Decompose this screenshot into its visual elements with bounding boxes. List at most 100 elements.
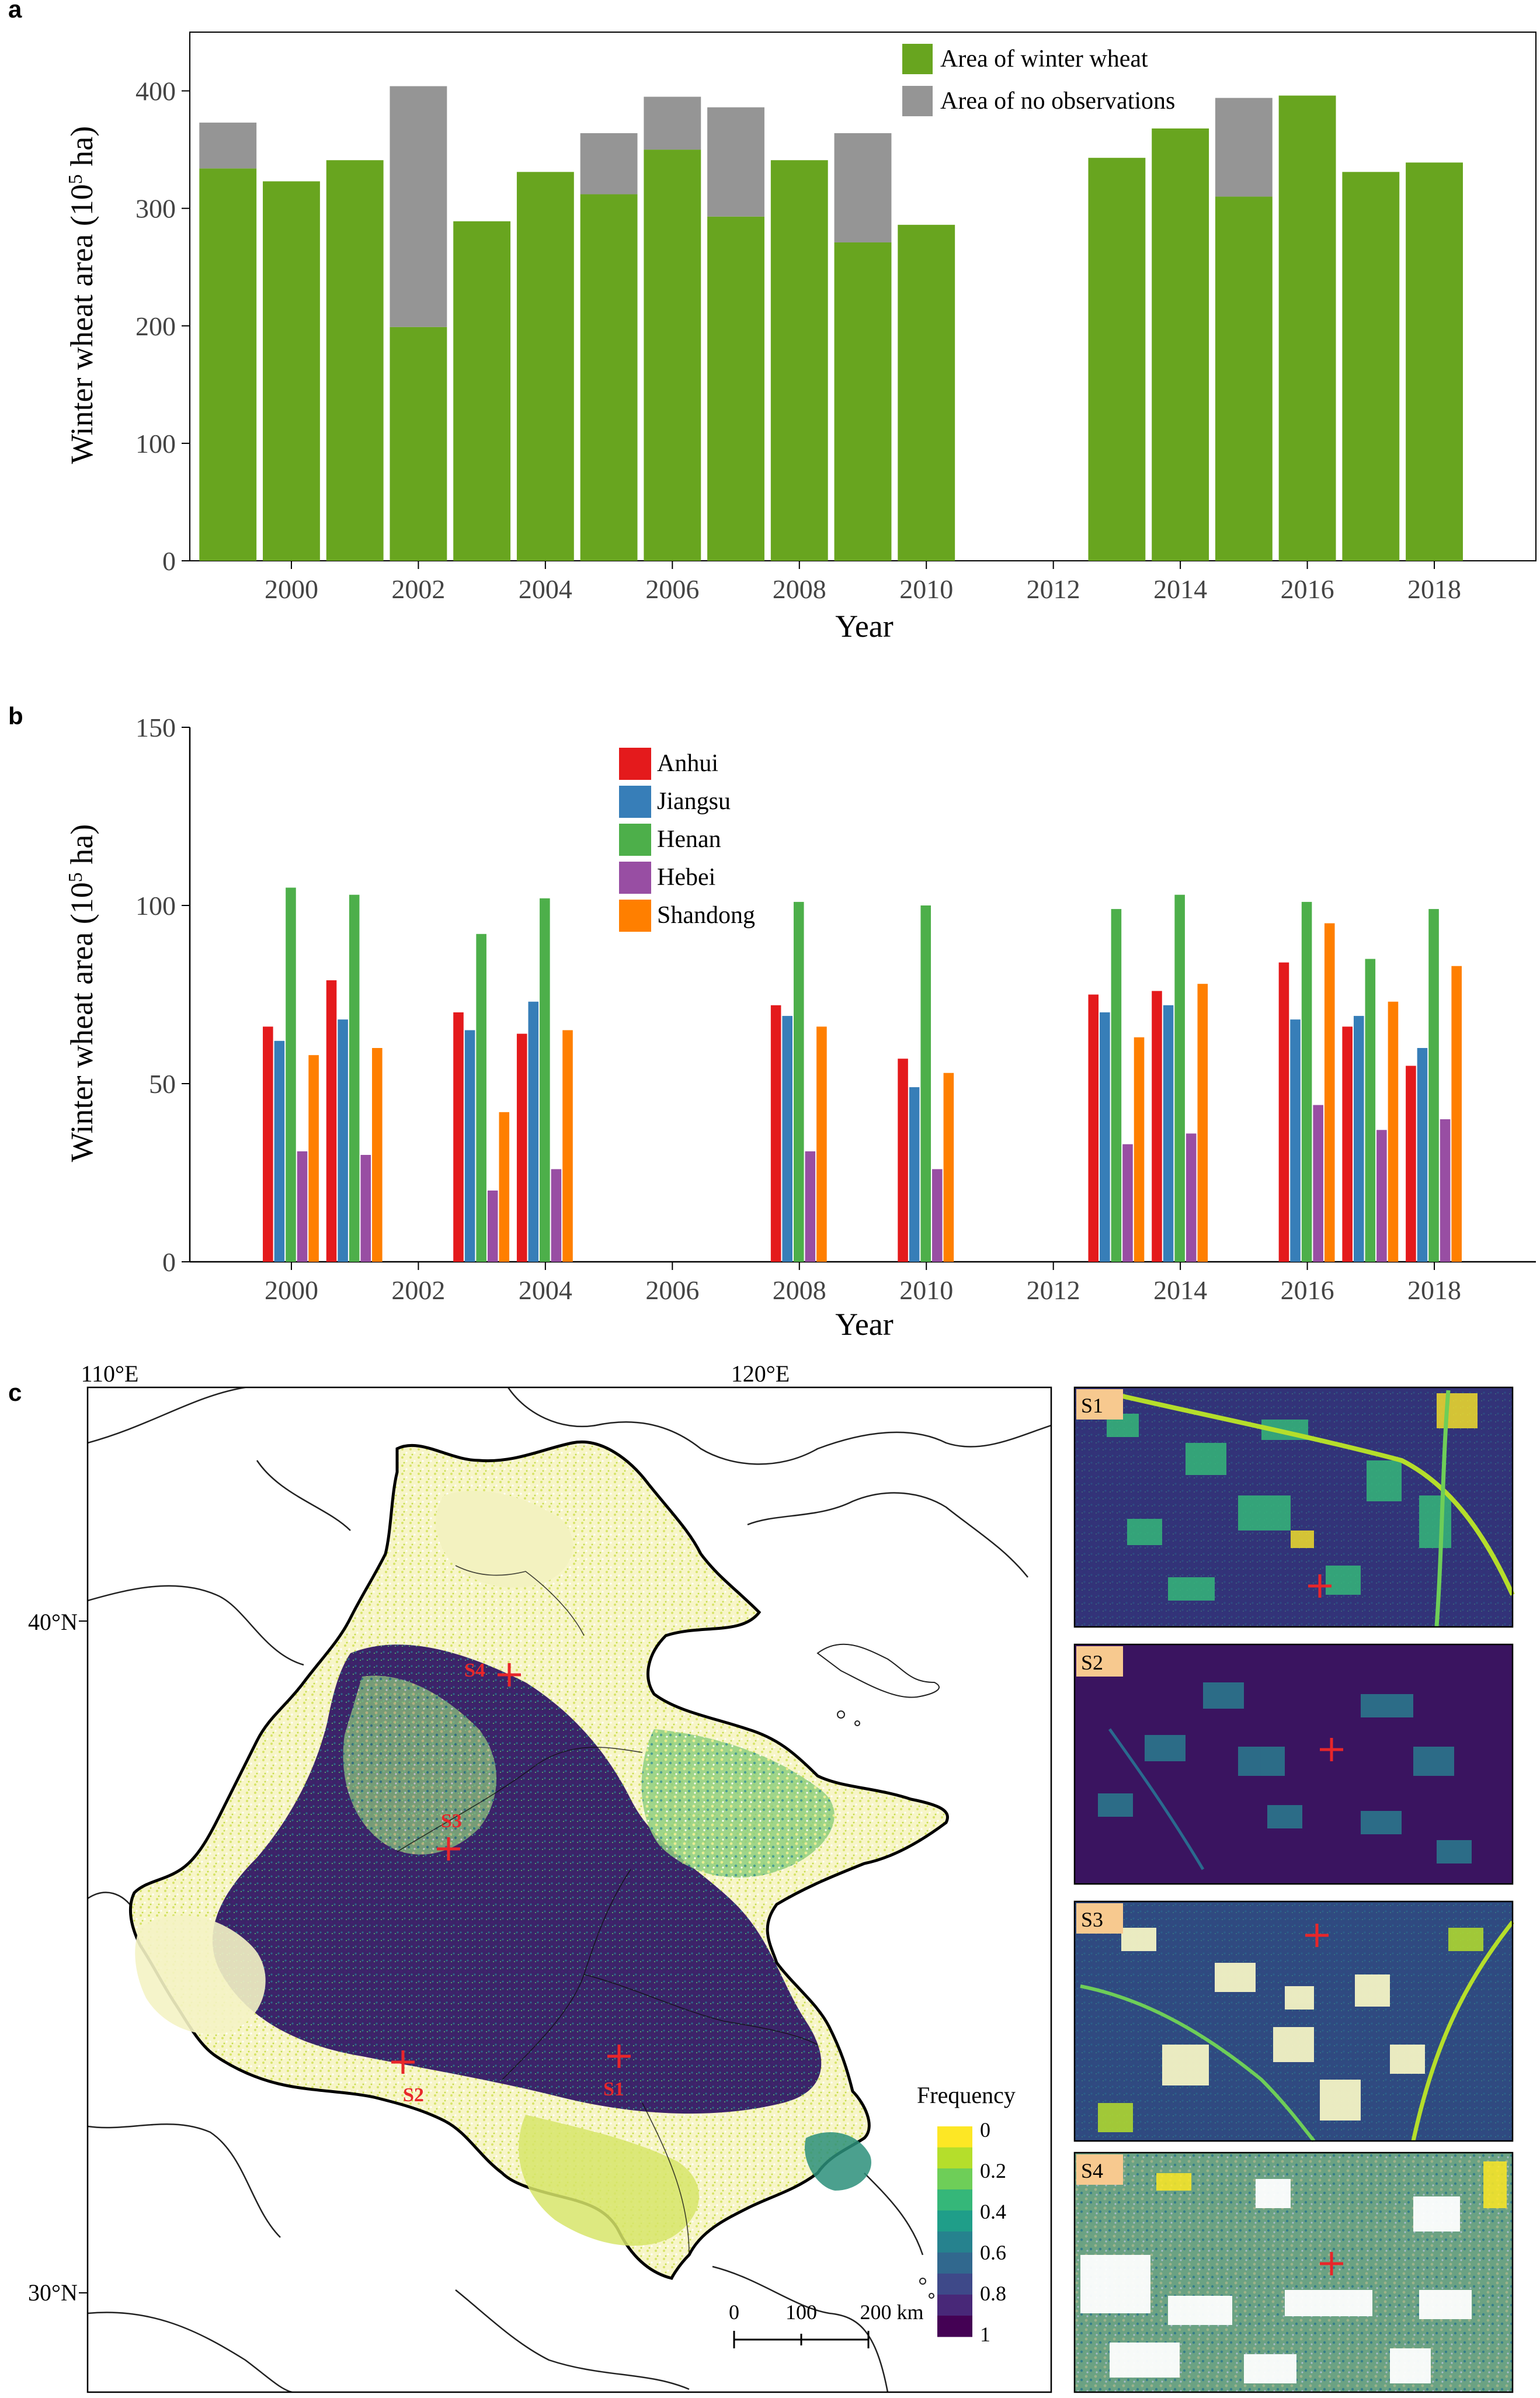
site-labels: S1 S2 S3 S4 [403, 1660, 624, 2106]
inset-s2-road [1108, 1728, 1205, 1870]
bar-hebei-2017 [1376, 1130, 1387, 1262]
field-patch [1326, 1566, 1361, 1595]
x-tick-label: 2012 [1027, 1275, 1080, 1305]
field-patch [1080, 2255, 1150, 2313]
site-marker-s3 [437, 1837, 460, 1861]
bar-wheat-2008 [770, 160, 828, 561]
y-tick-label: 400 [135, 77, 176, 106]
field-patch [1203, 1682, 1244, 1709]
bar-henan-2000 [286, 887, 296, 1262]
legend-swatch-hebei [619, 862, 651, 894]
inset-s1-label-box [1076, 1389, 1123, 1420]
low-frequency-area [135, 1915, 266, 2034]
x-tick-label: 2012 [1027, 574, 1080, 604]
panel-a-x-axis: 2000 2002 2004 2006 2008 2010 2012 2014 2016 2018 [265, 561, 1461, 604]
bar-jiangsu-2003 [464, 1030, 475, 1262]
inset-s3-marker [1305, 1924, 1329, 1947]
bar-no-observations-2005 [580, 133, 638, 195]
field-patch [1419, 1495, 1451, 1548]
colorbar-segment [937, 2232, 972, 2253]
frequency-label-0.2: 0.2 [980, 2159, 1006, 2182]
province-outline [256, 1460, 351, 1531]
inset-s1-frame [1073, 1386, 1514, 1628]
frequency-label-1: 1 [980, 2323, 990, 2346]
low-frequency-area [519, 2115, 700, 2246]
field-patch [1413, 1747, 1454, 1776]
province-outline [507, 1387, 1051, 1465]
bar-shandong-2004 [562, 1030, 573, 1262]
bar-wheat-2016 [1278, 95, 1336, 561]
bar-anhui-2016 [1278, 962, 1289, 1262]
bar-hebei-2010 [932, 1169, 943, 1262]
y-tick-label: 100 [135, 891, 176, 921]
colorbar-segment [937, 2126, 972, 2148]
panel-a-letter: a [8, 0, 22, 23]
x-tick-label: 2010 [899, 1275, 953, 1305]
colorbar-segment [937, 2168, 972, 2190]
bar-wheat-2018 [1406, 162, 1463, 561]
island [816, 1643, 940, 1698]
field-patch [1145, 1735, 1186, 1761]
internal-boundary [397, 1747, 643, 1852]
x-tick-label: 2016 [1281, 574, 1334, 604]
legend-label-henan: Henan [657, 826, 721, 853]
colorbar-segment [937, 2147, 972, 2169]
bar-hebei-2018 [1440, 1119, 1451, 1262]
panel-b-bars [263, 887, 1462, 1262]
bar-shandong-2016 [1324, 923, 1335, 1262]
inset-s3-label-box [1076, 1903, 1123, 1934]
province-outline [455, 2289, 690, 2390]
field-patch [1361, 1694, 1413, 1717]
x-tick-label: 2004 [519, 574, 572, 604]
field-patch [1156, 2173, 1191, 2191]
field-patch [1437, 1840, 1472, 1863]
bar-hebei-2001 [360, 1155, 371, 1262]
bar-anhui-2003 [453, 1012, 464, 1262]
y-tick-label: 150 [135, 713, 176, 742]
bar-shandong-2008 [816, 1026, 827, 1262]
internal-boundary [642, 2102, 690, 2255]
field-patch [1413, 2196, 1460, 2232]
bar-hebei-2000 [297, 1151, 308, 1262]
legend-label-shandong: Shandong [657, 902, 755, 929]
bar-henan-2016 [1301, 901, 1312, 1262]
field-patch [1355, 1974, 1390, 2007]
inset-s3-fields [1121, 1928, 1425, 2121]
inset-s3-edges [1098, 1928, 1483, 2132]
site-marker-s4 [498, 1663, 521, 1686]
inset-s2-fields [1098, 1682, 1472, 1863]
site-marker-s2 [391, 2050, 415, 2074]
bar-wheat-2002 [390, 327, 447, 561]
legend-swatch-anhui [619, 748, 651, 780]
bar-anhui-2004 [516, 1033, 527, 1262]
scale-label-0: 0 [729, 2300, 739, 2324]
bar-anhui-2014 [1152, 991, 1162, 1262]
bar-no-observations-1999 [199, 122, 257, 169]
field-patch [1448, 1928, 1483, 1951]
bar-shandong-2013 [1134, 1037, 1145, 1262]
lon-label-120: 120°E [731, 1361, 790, 1387]
bar-hebei-2014 [1186, 1133, 1197, 1262]
bar-anhui-2000 [263, 1026, 273, 1262]
colorbar-segment [937, 2253, 972, 2274]
field-patch [1367, 1460, 1402, 1501]
x-tick-label: 2010 [899, 574, 953, 604]
colorbar-segment [937, 2316, 972, 2337]
bar-wheat-2007 [707, 216, 764, 561]
island [919, 2278, 926, 2285]
legend-label-wheat: Area of winter wheat [940, 46, 1148, 72]
bar-henan-2004 [540, 898, 550, 1262]
x-tick-label: 2000 [265, 574, 318, 604]
inset-s4: S4 [1073, 2151, 1514, 2393]
site-label-s2: S2 [403, 2084, 424, 2106]
bar-no-observations-2007 [707, 107, 764, 217]
bar-wheat-1999 [199, 168, 257, 561]
bar-shandong-2018 [1451, 966, 1462, 1262]
scale-bar-labels: 0 100 200 km [729, 2300, 924, 2324]
field-patch [1098, 1793, 1133, 1817]
field-patch [1273, 2027, 1314, 2062]
field-patch [1215, 1963, 1256, 1992]
inset-s3-road [1080, 1984, 1316, 2142]
inset-s4-label: S4 [1081, 2159, 1103, 2182]
internal-boundary [455, 1565, 585, 1636]
